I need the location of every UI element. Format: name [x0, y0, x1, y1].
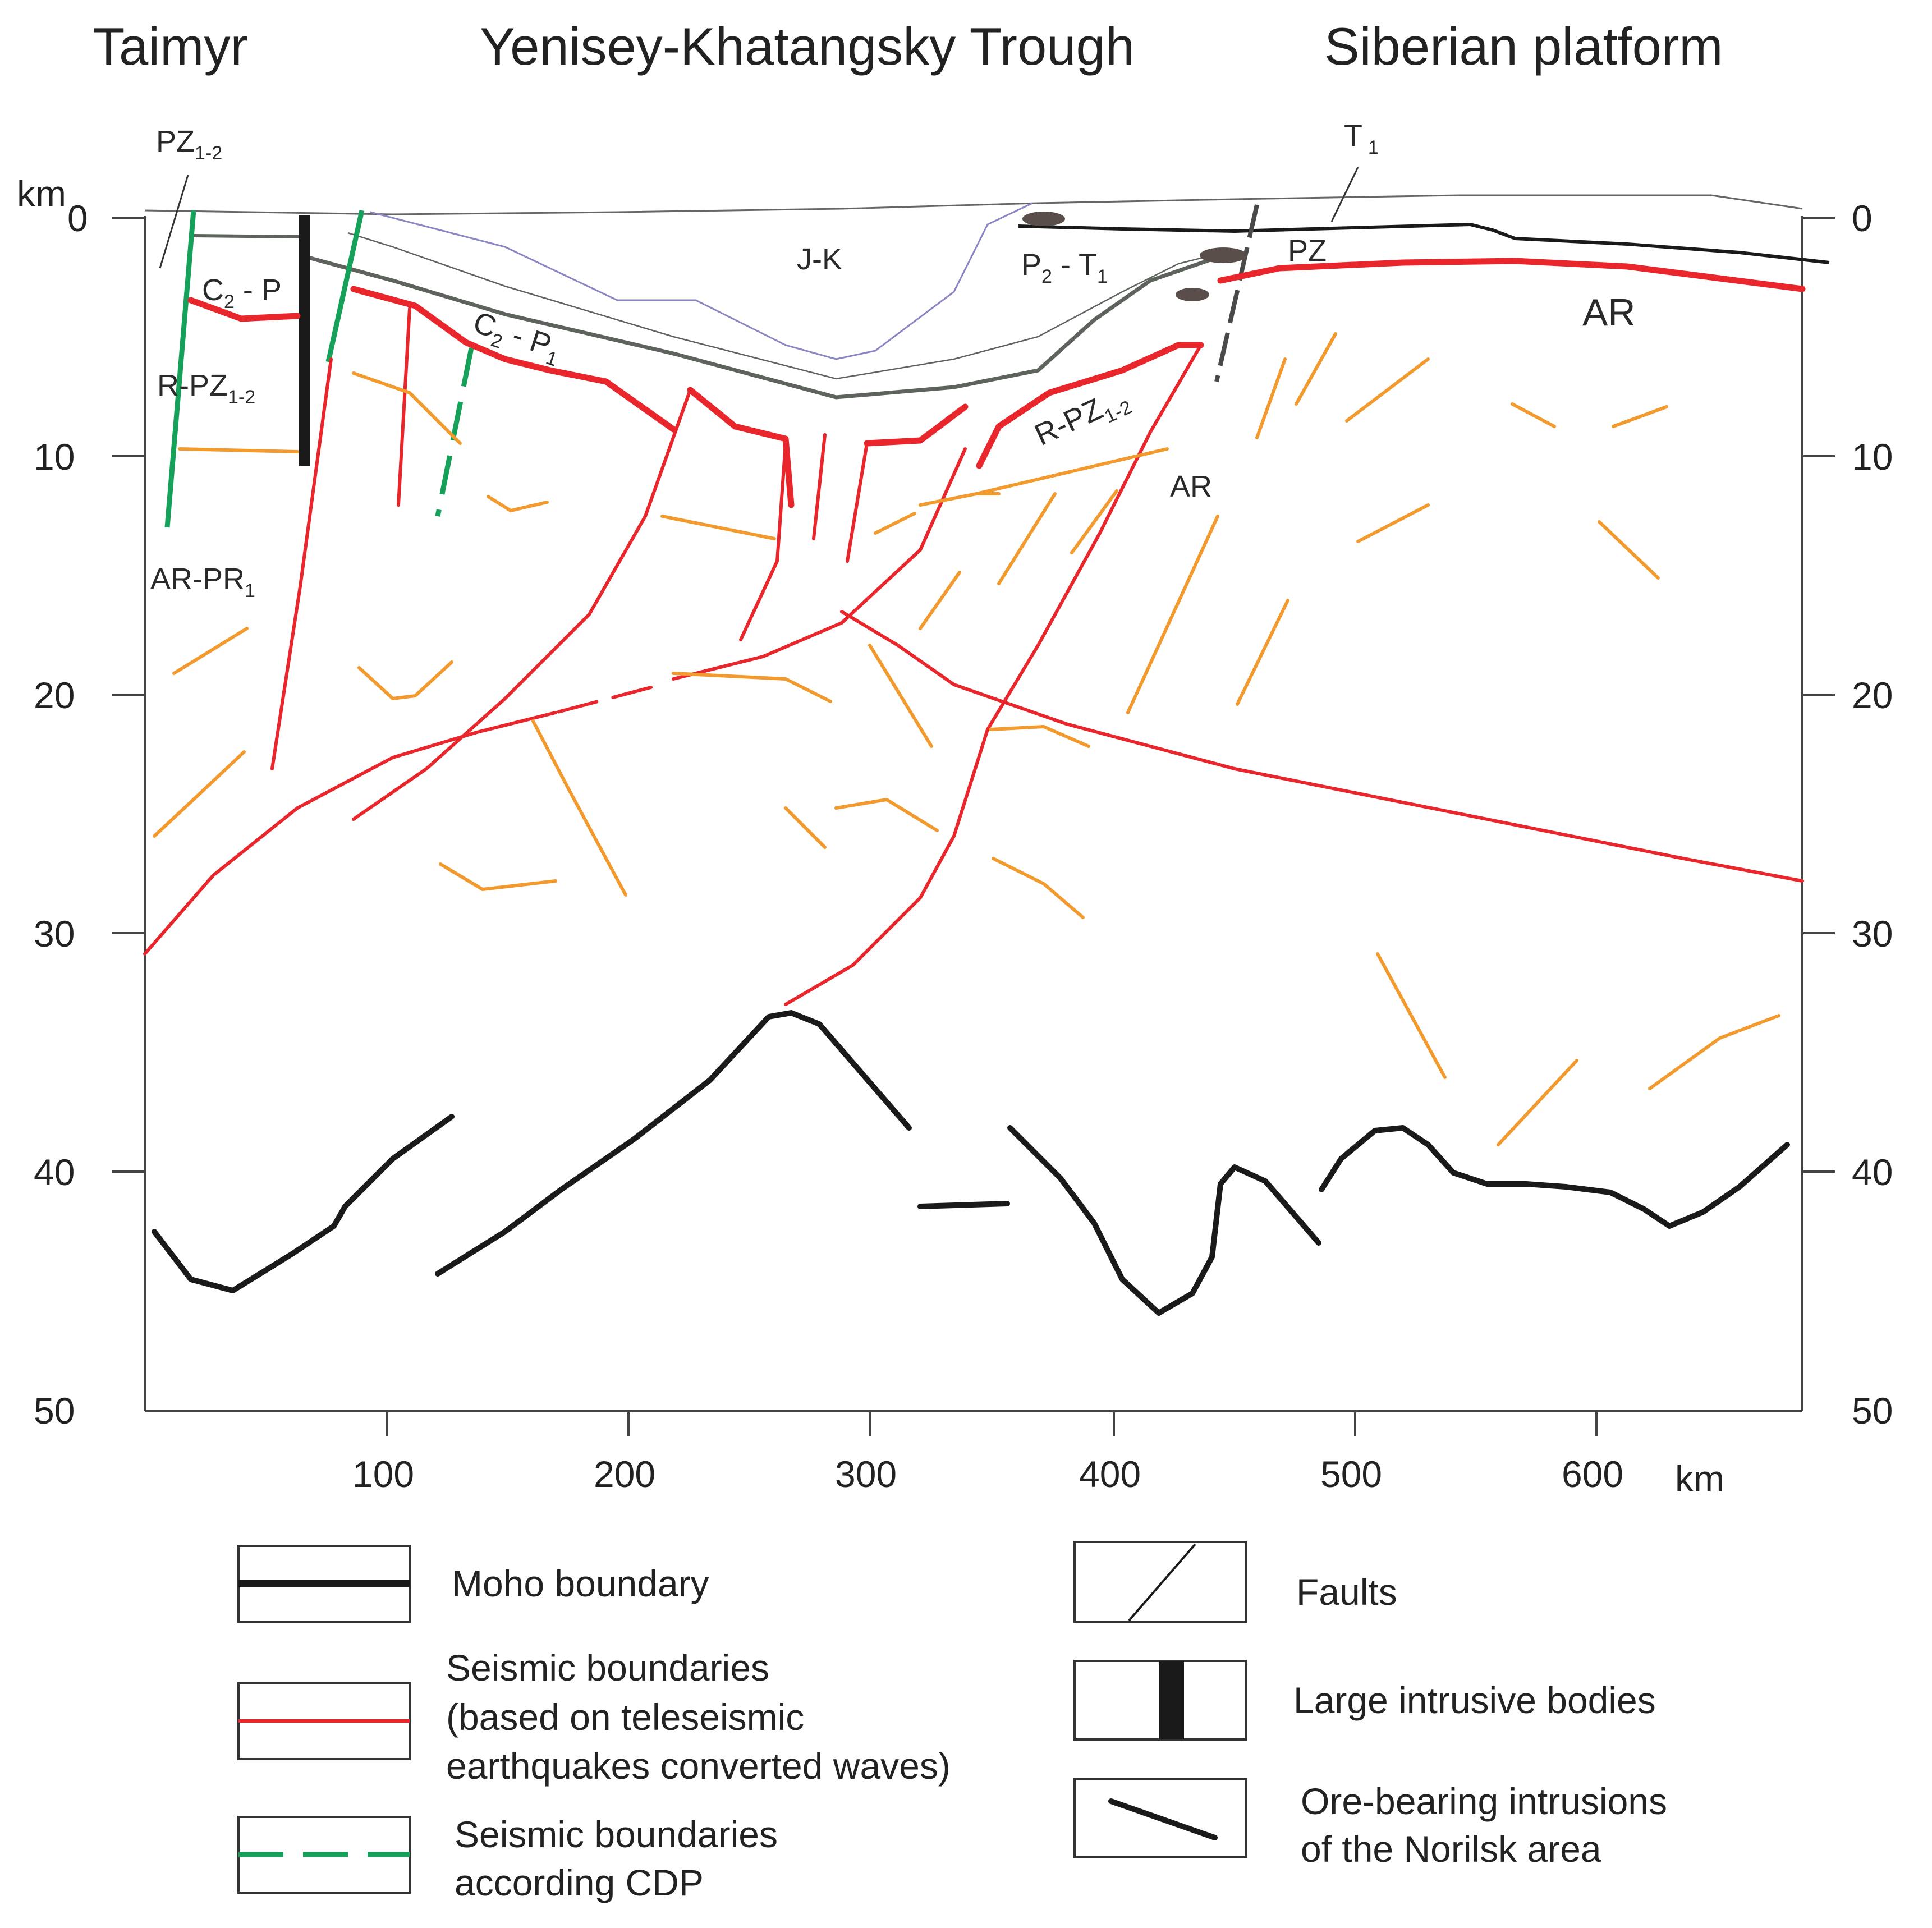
right-depth-ticks	[1802, 217, 1835, 1173]
right-tick-0: 0	[1852, 198, 1873, 239]
legend-seismic-label-3: earthquakes converted waves)	[446, 1745, 951, 1787]
seismic-boundaries	[143, 258, 1806, 1006]
legend: Moho boundary Seismic boundaries (based …	[237, 1541, 1667, 1903]
label-ar-right: AR	[1582, 291, 1635, 334]
label-r-pz12-left: R-PZ1-2	[157, 369, 255, 408]
left-tick-10: 10	[34, 436, 75, 478]
dist-tick-200: 200	[594, 1453, 655, 1495]
moho-boundary	[152, 1010, 1790, 1316]
left-tick-0: 0	[67, 198, 88, 239]
label-p2t1: P2 - T1	[1021, 248, 1108, 287]
plot-frame	[144, 216, 1803, 1412]
label-ar-mid: AR	[1170, 470, 1212, 503]
left-tick-40: 40	[34, 1151, 75, 1193]
legend-faults-label: Faults	[1296, 1571, 1397, 1613]
legend-intrusive-label: Large intrusive bodies	[1293, 1679, 1656, 1721]
surface-line	[144, 194, 1803, 215]
ore-intrusions	[1022, 212, 1247, 301]
minor-boundaries	[153, 332, 1780, 1146]
left-tick-50: 50	[34, 1390, 75, 1431]
cdp-boundaries	[164, 210, 474, 528]
left-tick-20: 20	[34, 674, 75, 716]
right-tick-30: 30	[1852, 913, 1893, 954]
pz-top-reflector	[1018, 222, 1830, 264]
region-trough: Yenisey-Khatangsky Trough	[480, 17, 1135, 76]
right-tick-50: 50	[1852, 1390, 1893, 1431]
faults-thin	[159, 167, 1359, 269]
dist-axis-unit: km	[1675, 1458, 1724, 1499]
left-axis-unit: km	[17, 173, 66, 214]
dist-tick-300: 300	[835, 1453, 897, 1495]
label-jk: J-K	[797, 242, 842, 276]
right-tick-20: 20	[1852, 674, 1893, 716]
legend-ore-label-2: of the Norilsk area	[1301, 1828, 1601, 1870]
legend-seismic-label-1: Seismic boundaries	[446, 1647, 769, 1688]
right-tick-10: 10	[1852, 436, 1893, 478]
left-depth-ticks	[112, 217, 145, 1173]
basin-jk-outline	[370, 202, 1033, 360]
legend-moho-label: Moho boundary	[452, 1563, 709, 1604]
legend-cdp-label-1: Seismic boundaries	[455, 1814, 778, 1855]
label-pz-right: PZ	[1288, 234, 1327, 268]
sediment-layers	[193, 232, 1235, 400]
legend-faults-swatch	[1073, 1541, 1247, 1623]
legend-seismic-label-2: (based on teleseismic	[446, 1696, 804, 1738]
label-pz12-top: PZ1-2	[156, 125, 222, 164]
left-tick-30: 30	[34, 913, 75, 954]
fault-platform	[1214, 204, 1259, 382]
label-c2p-left: C2 - P	[202, 273, 282, 313]
legend-ore-label-1: Ore-bearing intrusions	[1301, 1780, 1667, 1822]
dist-tick-100: 100	[352, 1453, 414, 1495]
right-tick-40: 40	[1852, 1151, 1893, 1193]
dist-tick-400: 400	[1079, 1453, 1141, 1495]
distance-ticks	[386, 1411, 1598, 1436]
label-ar-pr1: AR-PR1	[150, 562, 255, 602]
dist-tick-600: 600	[1562, 1453, 1623, 1495]
dist-tick-500: 500	[1320, 1453, 1382, 1495]
legend-cdp-label-2: according CDP	[455, 1862, 704, 1903]
region-siberian-platform: Siberian platform	[1324, 17, 1723, 76]
region-taimyr: Taimyr	[93, 17, 248, 76]
